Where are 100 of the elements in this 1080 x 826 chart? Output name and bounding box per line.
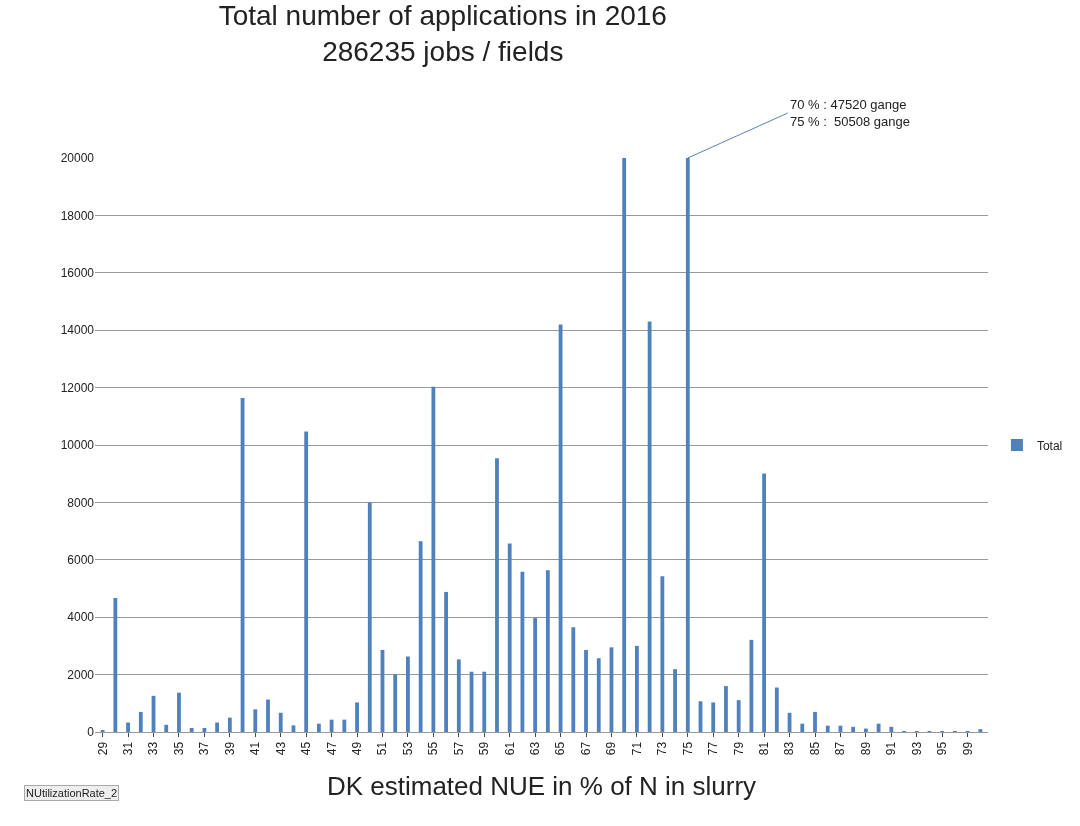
bar [164,724,169,732]
bar [215,722,220,732]
bar [825,725,830,732]
bar [813,711,817,732]
x-tick-label: 93 [909,741,924,756]
bar [851,726,856,732]
bar [393,674,398,732]
x-tick-label: 79 [731,741,746,756]
x-tick-label: 51 [375,741,390,756]
y-tick-label: 2000 [67,667,95,682]
bar [329,719,334,732]
x-tick-label: 47 [324,741,339,756]
bar [342,719,347,732]
bar [584,649,588,732]
x-tick-label: 95 [935,741,950,756]
x-tick-label: 71 [629,741,644,756]
x-tick-label: 49 [349,741,364,756]
x-tick-label: 59 [477,741,492,756]
bar [978,729,983,732]
bar [749,639,754,732]
x-tick-label: 41 [248,741,263,756]
y-tick-label: 10000 [60,438,95,453]
y-tick-label: 4000 [67,610,95,625]
bar [889,726,894,732]
bar [355,702,359,732]
text: NUtilizationRate_2 [26,787,118,799]
bar [660,576,665,732]
bar [202,727,207,732]
y-tick-label: 16000 [60,266,95,280]
x-axis-title: DK estimated NUE in % of N in slurry [326,770,757,801]
bar [278,712,283,732]
x-tick-label: 45 [299,741,314,756]
bar [495,458,499,732]
bar [863,728,868,732]
x-tick-label: 55 [426,741,441,756]
bar [126,722,130,732]
bar [113,597,118,732]
bar [724,686,728,732]
bar [774,687,779,732]
bar [266,699,270,732]
x-tick-label: 39 [222,741,237,756]
bar [622,158,627,732]
x-tick-label: 75 [680,741,695,756]
x-tick-label: 85 [807,741,822,756]
bar [533,618,538,732]
x-tick-label: 83 [782,741,797,756]
x-tick-label: 99 [960,741,975,756]
y-tick-label: 8000 [67,495,95,510]
x-tick-label: 77 [706,741,721,756]
y-tick-label: 0 [87,725,95,740]
bar [367,502,372,732]
bar [456,659,461,732]
x-tick-label: 29 [95,741,110,756]
x-tick-label: 91 [884,741,899,756]
x-tick-label: 65 [553,741,568,756]
legend-label: Total [1036,438,1063,453]
bar [431,386,436,732]
bar [138,711,143,732]
x-tick-label: 69 [604,741,619,756]
y-tick-label: 18000 [60,208,95,223]
bar [406,656,410,732]
bar [444,591,448,732]
y-tick-label: 6000 [67,553,95,567]
x-tick-label: 53 [400,741,415,756]
x-tick-label: 63 [528,741,543,756]
bar [647,321,652,732]
y-tick-label: 14000 [60,323,95,338]
x-tick-label: 31 [120,741,135,756]
bar [482,671,487,732]
x-tick-label: 57 [451,741,466,756]
y-tick-label: 20000 [60,151,95,166]
bar [876,723,881,732]
bar [635,645,639,732]
bar [571,627,576,732]
bar [800,723,805,732]
annotation: 70 % : 47520 gange 75 % : 50508 gange [790,97,910,129]
bar [762,473,767,732]
x-tick-label: 35 [171,741,186,756]
bar [545,570,550,732]
chart-title: Total number of applications in 2016 286235 jobs / fields [218,0,667,68]
bar [227,717,232,732]
x-tick-label: 67 [578,741,593,756]
bar [189,727,194,732]
bar [507,543,512,732]
x-tick-label: 87 [833,741,848,756]
y-tick-label: 12000 [60,380,95,395]
bar [177,692,181,732]
x-tick-label: 61 [502,741,517,756]
bar [673,669,677,732]
x-tick-label: 33 [146,741,161,756]
bar [596,658,601,732]
x-tick-label: 37 [197,741,212,756]
bar [418,541,423,732]
x-tick-label: 89 [858,741,873,756]
bar [304,431,309,732]
x-tick-label: 73 [655,741,670,756]
bar [316,723,321,732]
bar [253,709,258,732]
bar [736,700,741,732]
bar [711,702,716,732]
